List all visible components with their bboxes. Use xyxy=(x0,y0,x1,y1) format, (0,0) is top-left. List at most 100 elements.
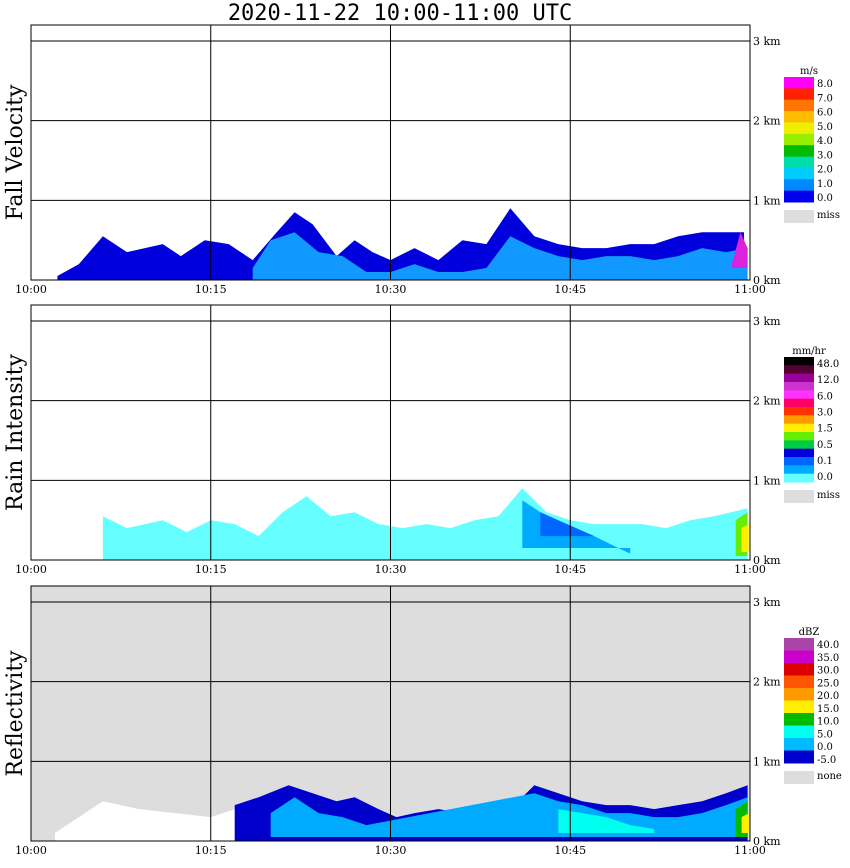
x-tick-label: 10:15 xyxy=(195,563,227,576)
x-tick-label: 10:30 xyxy=(375,563,407,576)
y-tick-label: 3 km xyxy=(753,596,781,609)
chart-title: 2020-11-22 10:00-11:00 UTC xyxy=(227,1,573,26)
colorbar-label: 6.0 xyxy=(817,108,833,119)
y-tick-label: 2 km xyxy=(753,676,781,689)
panel-rain-intensity: 10:00 10:15 10:30 10:45 11:000 km 1 km 2 km 3 k… xyxy=(3,304,840,576)
colorbar-cell xyxy=(784,738,814,751)
y-tick-label: 3 km xyxy=(753,35,781,48)
colorbar-missing-swatch xyxy=(784,490,814,503)
colorbar-cell xyxy=(784,133,814,146)
colorbar-cell xyxy=(784,725,814,739)
y-tick-label: 0 km xyxy=(753,554,781,567)
colorbar-label: 15.0 xyxy=(817,704,839,715)
colorbar-cell xyxy=(784,415,814,425)
colorbar-cell xyxy=(784,145,814,158)
colorbar-cell xyxy=(784,700,814,714)
colorbar-cell xyxy=(784,99,814,112)
colorbar-cell xyxy=(784,156,814,169)
colorbar-missing-label: miss xyxy=(817,490,840,501)
colorbar-cell xyxy=(784,407,814,416)
colorbar-cell xyxy=(784,357,814,366)
plot-frame xyxy=(30,24,751,281)
colorbar-unit: m/s xyxy=(800,66,818,77)
colorbar-cell xyxy=(784,650,814,664)
colorbar-label: 1.5 xyxy=(817,424,833,435)
data-layer xyxy=(540,512,595,537)
colorbar-cell xyxy=(784,122,814,135)
y-axis-label: Fall Velocity xyxy=(3,84,28,220)
colorbar-cell xyxy=(784,713,814,726)
colorbar-label: -5.0 xyxy=(817,755,836,766)
data-layer xyxy=(558,809,655,833)
plot-frame xyxy=(30,304,751,561)
colorbar-cell xyxy=(784,365,814,375)
colorbar-cell xyxy=(784,88,814,101)
colorbar-label: 2.0 xyxy=(817,165,833,176)
x-tick-label: 10:00 xyxy=(15,283,47,296)
colorbar-cell xyxy=(784,750,814,764)
colorbar-label: 7.0 xyxy=(817,93,833,104)
colorbar-label: 0.0 xyxy=(817,193,833,204)
x-tick-label: 10:30 xyxy=(375,844,407,857)
colorbar-label: 5.0 xyxy=(817,729,833,740)
data-layer xyxy=(741,813,749,833)
colorbar-label: 3.0 xyxy=(817,150,833,161)
plot-frame xyxy=(30,585,751,842)
colorbar-label: 35.0 xyxy=(817,653,839,664)
colorbar-cell xyxy=(784,663,814,676)
x-tick-label: 10:15 xyxy=(195,283,227,296)
colorbar-cell xyxy=(784,465,814,475)
y-axis-label: Reflectivity xyxy=(3,650,28,777)
x-tick-label: 11:00 xyxy=(734,844,766,857)
colorbar-cell xyxy=(784,111,814,123)
x-tick-label: 10:00 xyxy=(15,844,47,857)
x-tick-label: 10:45 xyxy=(554,563,586,576)
y-tick-label: 1 km xyxy=(753,194,781,207)
colorbar-cell xyxy=(784,373,814,383)
colorbar-label: 0.0 xyxy=(817,472,833,483)
x-tick-label: 10:00 xyxy=(15,563,47,576)
colorbar-label: 25.0 xyxy=(817,678,839,689)
colorbar-cell xyxy=(784,457,814,466)
colorbar-label: 0.0 xyxy=(817,742,833,753)
x-tick-label: 11:00 xyxy=(734,283,766,296)
colorbar-missing-swatch xyxy=(784,210,814,223)
colorbar-label: 6.0 xyxy=(817,391,833,402)
colorbar-label: 20.0 xyxy=(817,691,839,702)
x-tick-label: 10:15 xyxy=(195,844,227,857)
colorbar-cell xyxy=(784,77,814,89)
x-tick-label: 11:00 xyxy=(734,563,766,576)
colorbar-unit: mm/hr xyxy=(792,346,826,357)
colorbar-cell xyxy=(784,688,814,701)
colorbar-cell xyxy=(784,473,814,483)
data-layer xyxy=(741,524,749,552)
colorbar-cell xyxy=(784,382,814,391)
colorbar-cell xyxy=(784,167,814,180)
colorbar-label: 8.0 xyxy=(817,79,833,90)
colorbar-missing-swatch xyxy=(784,771,814,784)
colorbar-cell xyxy=(784,432,814,441)
colorbar-label: 12.0 xyxy=(817,375,839,386)
y-tick-label: 2 km xyxy=(753,395,781,408)
colorbar-label: 10.0 xyxy=(817,717,839,728)
y-tick-label: 2 km xyxy=(753,115,781,128)
colorbar-label: 48.0 xyxy=(817,359,839,370)
colorbar-missing-label: none xyxy=(817,771,842,782)
y-axis-label: Rain Intensity xyxy=(3,353,28,510)
y-tick-label: 1 km xyxy=(753,474,781,487)
data-layer xyxy=(252,232,748,280)
colorbar-label: 4.0 xyxy=(817,136,833,147)
colorbar-unit: dBZ xyxy=(799,627,820,638)
colorbar-cell xyxy=(784,423,814,433)
x-tick-label: 10:45 xyxy=(554,844,586,857)
colorbar-cell xyxy=(784,390,814,400)
colorbar-cell xyxy=(784,448,814,458)
colorbar-label: 5.0 xyxy=(817,122,833,133)
colorbar-label: 0.5 xyxy=(817,440,833,451)
colorbar-label: 1.0 xyxy=(817,179,833,190)
colorbar-cell xyxy=(784,675,814,689)
colorbar-label: 0.1 xyxy=(817,456,833,467)
y-tick-label: 0 km xyxy=(753,274,781,287)
data-layer xyxy=(732,232,748,268)
